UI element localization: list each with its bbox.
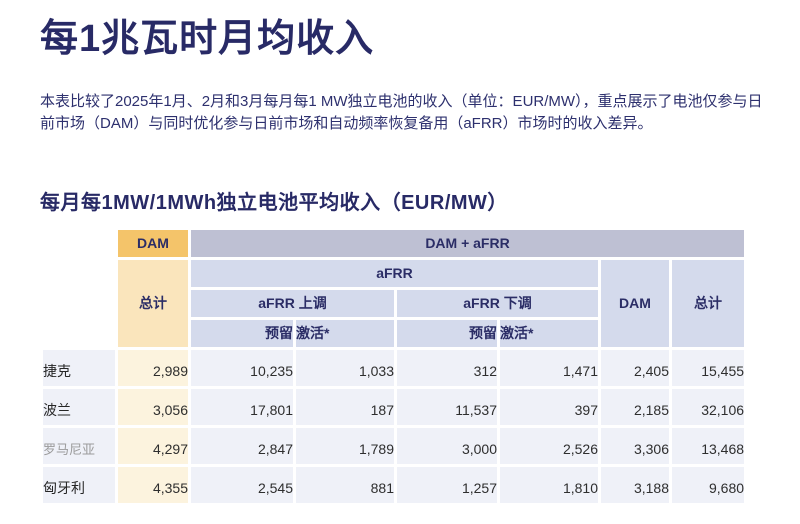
header-afrr-group: aFRR [191, 259, 598, 287]
header-reserved-down: 预留 [397, 319, 497, 347]
down-reserved-cell: 11,537 [397, 388, 497, 425]
header-activated-down: 激活* [500, 319, 598, 347]
dam-cell: 2,185 [601, 388, 669, 425]
total-cell: 15,455 [672, 349, 745, 386]
dam-cell: 3,188 [601, 466, 669, 503]
page-title: 每1兆瓦时月均收入 [40, 18, 375, 60]
down-reserved-cell: 312 [397, 349, 497, 386]
header-corner-blank [43, 230, 115, 347]
table-row-hungary: 匈牙利 4,355 2,545 881 1,257 1,810 3,188 9,… [43, 466, 745, 503]
header-dam-total: 总计 [118, 259, 188, 347]
header-activated-up: 激活* [296, 319, 394, 347]
up-reserved-cell: 2,847 [191, 427, 293, 464]
header-row-2: 总计 aFRR DAM 总计 [43, 259, 745, 347]
header-total-right: 总计 [672, 259, 745, 347]
dam-total-cell: 2,989 [118, 349, 188, 386]
country-cell: 罗马尼亚 [43, 427, 115, 464]
up-activated-cell: 881 [296, 466, 394, 503]
dam-cell: 2,405 [601, 349, 669, 386]
dam-total-cell: 4,297 [118, 427, 188, 464]
up-activated-cell: 1,789 [296, 427, 394, 464]
down-reserved-cell: 3,000 [397, 427, 497, 464]
down-activated-cell: 2,526 [500, 427, 598, 464]
table-caption: 每月每1MW/1MWh独立电池平均收入（EUR/MW） [40, 191, 508, 214]
down-activated-cell: 397 [500, 388, 598, 425]
header-row-4: 预留 激活* 预留 激活* [43, 319, 744, 347]
down-reserved-cell: 1,257 [397, 466, 497, 503]
up-activated-cell: 187 [296, 388, 394, 425]
up-reserved-cell: 17,801 [191, 388, 293, 425]
dam-cell: 3,306 [601, 427, 669, 464]
country-cell: 波兰 [43, 388, 115, 425]
dam-total-cell: 3,056 [118, 388, 188, 425]
down-activated-cell: 1,471 [500, 349, 598, 386]
up-reserved-cell: 10,235 [191, 349, 293, 386]
header-reserved-up: 预留 [191, 319, 293, 347]
header-dam-plus-afrr: DAM + aFRR [191, 229, 745, 257]
report-page: 每1兆瓦时月均收入 本表比较了2025年1月、2月和3月每月每1 MW独立电池的… [0, 18, 800, 524]
total-cell: 9,680 [672, 466, 745, 503]
header-dam-only: DAM [118, 229, 188, 257]
header-afrr-up: aFRR 上调 [191, 289, 394, 317]
up-activated-cell: 1,033 [296, 349, 394, 386]
total-cell: 13,468 [672, 427, 745, 464]
header-dam-right: DAM [601, 259, 669, 347]
up-reserved-cell: 2,545 [191, 466, 293, 503]
down-activated-cell: 1,810 [500, 466, 598, 503]
dam-total-cell: 4,355 [118, 466, 188, 503]
table-row-poland: 波兰 3,056 17,801 187 11,537 397 2,185 32,… [43, 388, 745, 425]
total-cell: 32,106 [672, 388, 745, 425]
country-cell: 匈牙利 [43, 466, 115, 503]
header-row-1: DAM DAM + aFRR [43, 229, 745, 257]
country-cell: 捷克 [43, 349, 115, 386]
header-afrr-down: aFRR 下调 [397, 289, 598, 317]
header-row-3: aFRR 上调 aFRR 下调 [43, 289, 744, 317]
table-row-czech: 捷克 2,989 10,235 1,033 312 1,471 2,405 15… [43, 349, 745, 386]
revenue-table: DAM DAM + aFRR 总计 aFRR DAM 总计 aFRR 上调 aF… [40, 227, 747, 506]
table-row-romania: 罗马尼亚 4,297 2,847 1,789 3,000 2,526 3,306… [43, 427, 745, 464]
intro-paragraph: 本表比较了2025年1月、2月和3月每月每1 MW独立电池的收入（单位：EUR/… [40, 92, 763, 133]
